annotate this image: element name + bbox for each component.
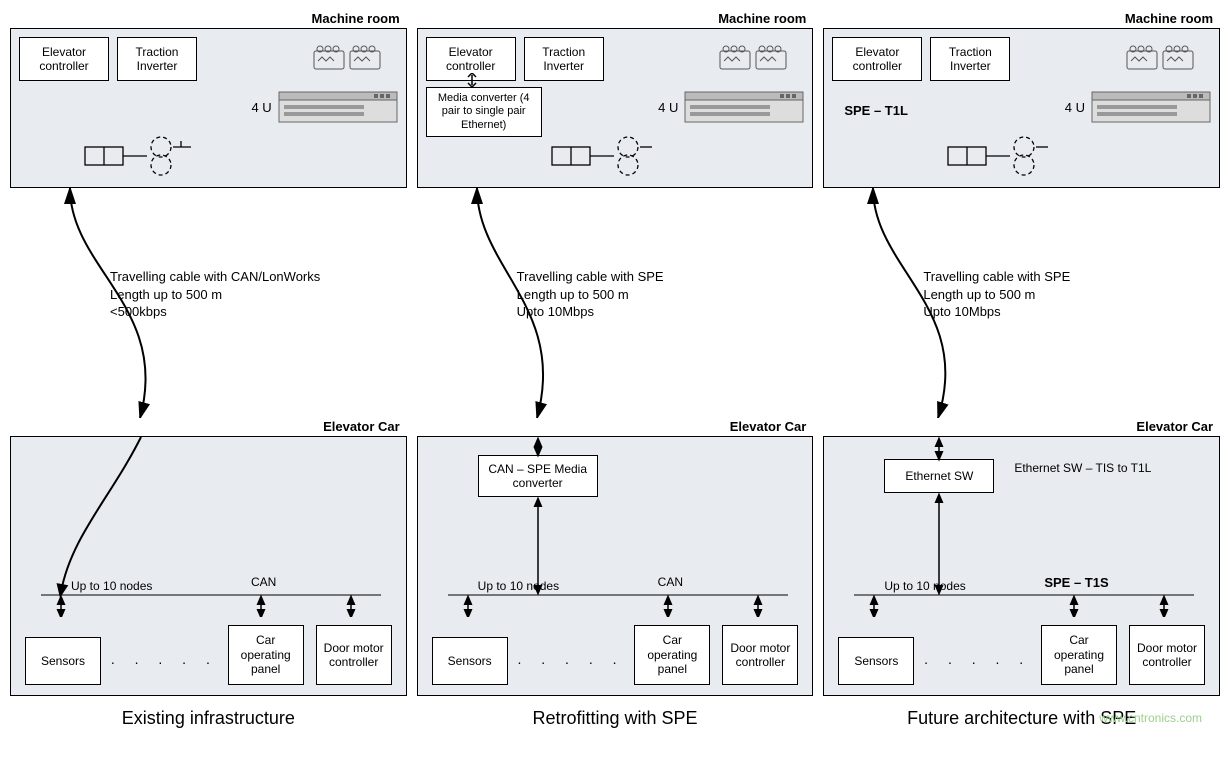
- door-box: Door motor controller: [316, 625, 392, 685]
- elevator-car: Elevator Car CAN – SPE Media converter U…: [417, 436, 814, 696]
- col-future: Machine room Elevator controller Tractio…: [823, 10, 1220, 729]
- nodes-label: Up to 10 nodes: [478, 579, 559, 593]
- rack-icon: [1091, 91, 1211, 123]
- machine-room: Machine room Elevator controller Tractio…: [823, 28, 1220, 188]
- battery-icon: [714, 37, 804, 77]
- traction-inverter-box: Traction Inverter: [524, 37, 604, 81]
- battery-icon: [1121, 37, 1211, 77]
- nodes-label: Up to 10 nodes: [71, 579, 152, 593]
- machine-room-title: Machine room: [312, 11, 400, 26]
- elevator-car-title: Elevator Car: [730, 419, 807, 434]
- sensors-box: Sensors: [432, 637, 508, 685]
- elevator-car-title: Elevator Car: [1136, 419, 1213, 434]
- machine-room-title: Machine room: [718, 11, 806, 26]
- elevator-car-title: Elevator Car: [323, 419, 400, 434]
- elevator-controller-box: Elevator controller: [19, 37, 109, 81]
- cable-gap: Travelling cable with CAN/LonWorks Lengt…: [10, 188, 407, 418]
- machine-room: Machine room Elevator controller Tractio…: [417, 28, 814, 188]
- cable-text: Travelling cable with SPE Length up to 5…: [517, 268, 664, 321]
- watermark: www.cntronics.com: [1099, 711, 1202, 725]
- col-existing: Machine room Elevator controller Tractio…: [10, 10, 407, 729]
- rack-icon: [684, 91, 804, 123]
- door-box: Door motor controller: [722, 625, 798, 685]
- elevator-car: Elevator Car Up to 10 nodes CAN Sensors …: [10, 436, 407, 696]
- connector-arrow-icon: [466, 73, 478, 87]
- bus-label: CAN: [658, 575, 683, 589]
- cop-box: Car operating panel: [228, 625, 304, 685]
- dots: . . . . .: [101, 651, 228, 685]
- motor-icon: [548, 129, 668, 179]
- motor-icon: [81, 129, 211, 179]
- battery-icon: [308, 37, 398, 77]
- rack-label: 4 U: [658, 100, 678, 115]
- col-retrofit: Machine room Elevator controller Tractio…: [417, 10, 814, 729]
- sensors-box: Sensors: [838, 637, 914, 685]
- cable-text: Travelling cable with CAN/LonWorks Lengt…: [110, 268, 320, 321]
- rack-label: 4 U: [251, 100, 271, 115]
- caption: Existing infrastructure: [10, 708, 407, 729]
- caption: Retrofitting with SPE: [417, 708, 814, 729]
- media-converter-box: Media converter (4 pair to single pair E…: [426, 87, 542, 137]
- bus-label: SPE – T1S: [1044, 575, 1108, 590]
- cable-gap: Travelling cable with SPE Length up to 5…: [823, 188, 1220, 418]
- cop-box: Car operating panel: [1041, 625, 1117, 685]
- rack-icon: [278, 91, 398, 123]
- traction-inverter-box: Traction Inverter: [930, 37, 1010, 81]
- sensors-box: Sensors: [25, 637, 101, 685]
- motor-icon: [944, 129, 1064, 179]
- door-box: Door motor controller: [1129, 625, 1205, 685]
- elevator-controller-box: Elevator controller: [832, 37, 922, 81]
- cop-box: Car operating panel: [634, 625, 710, 685]
- cable-gap: Travelling cable with SPE Length up to 5…: [417, 188, 814, 418]
- nodes-label: Up to 10 nodes: [884, 579, 965, 593]
- bus-label: CAN: [251, 575, 276, 589]
- machine-room-title: Machine room: [1125, 11, 1213, 26]
- traction-inverter-box: Traction Inverter: [117, 37, 197, 81]
- spe-t1l-label: SPE – T1L: [844, 103, 908, 118]
- dots: . . . . .: [508, 651, 635, 685]
- dots: . . . . .: [914, 651, 1041, 685]
- cable-text: Travelling cable with SPE Length up to 5…: [923, 268, 1070, 321]
- machine-room: Machine room Elevator controller Tractio…: [10, 28, 407, 188]
- elevator-car: Elevator Car Ethernet SW Ethernet SW – T…: [823, 436, 1220, 696]
- rack-label: 4 U: [1065, 100, 1085, 115]
